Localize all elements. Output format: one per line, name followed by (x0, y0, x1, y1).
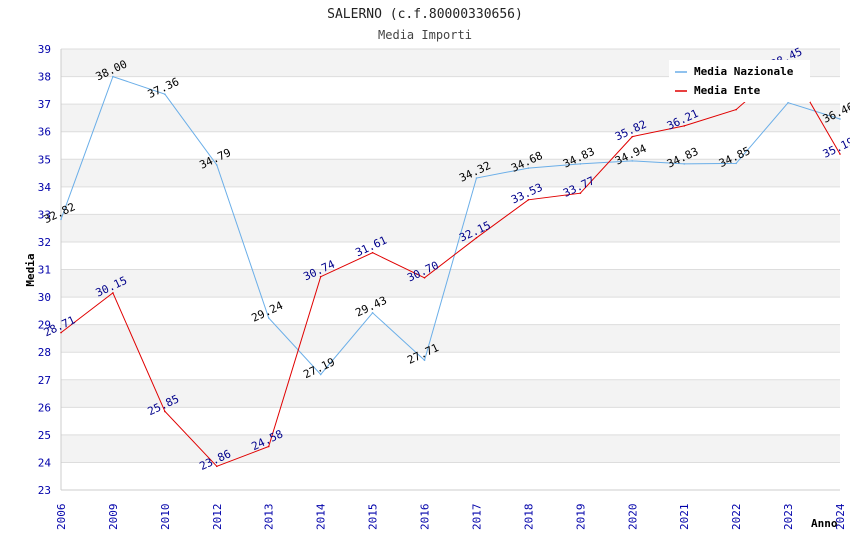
background-band (61, 104, 840, 132)
y-tick-label: 26 (38, 401, 51, 414)
x-tick-label: 2019 (574, 504, 587, 531)
data-point (839, 153, 841, 155)
series-line-media-nazionale (60, 75, 841, 376)
y-tick-label: 27 (38, 374, 51, 387)
background-band (61, 379, 840, 408)
y-tick-label: 37 (38, 98, 51, 111)
data-point (319, 373, 322, 376)
data-point (112, 292, 114, 294)
y-tick-label: 35 (38, 153, 51, 166)
background-band (61, 214, 840, 242)
y-tick-label: 33 (38, 208, 51, 221)
series-line-media-ente (60, 63, 841, 467)
background-bands (61, 49, 840, 490)
y-tick-label: 36 (38, 126, 51, 139)
data-point (787, 101, 789, 104)
y-tick-label: 31 (38, 264, 51, 277)
x-tick-label: 2016 (419, 504, 432, 531)
data-point (631, 135, 634, 138)
data-point (216, 164, 218, 166)
background-band (61, 407, 840, 435)
gridlines (60, 48, 840, 491)
y-tick-label: 28 (38, 346, 51, 359)
data-point (267, 445, 270, 448)
y-tick-label: 29 (38, 319, 51, 332)
x-tick-label: 2022 (730, 504, 743, 531)
data-point (735, 162, 737, 165)
legend-label-media-ente: Media Ente (694, 84, 761, 97)
background-band (61, 352, 840, 380)
data-point (60, 218, 62, 221)
data-point (267, 317, 270, 319)
y-tick-label: 24 (38, 456, 52, 469)
x-tick-label: 2015 (367, 504, 380, 531)
legend: Media Nazionale Media Ente (669, 60, 810, 102)
background-band (61, 297, 840, 325)
data-point (683, 163, 685, 165)
data-point (527, 198, 530, 201)
data-point (579, 163, 582, 165)
y-axis-label: Media (24, 253, 37, 286)
series-lines (60, 63, 841, 468)
x-axis-label: Anno (811, 517, 838, 530)
y-tick-label: 39 (38, 43, 51, 56)
x-tick-label: 2017 (470, 504, 483, 531)
y-tick-label: 32 (38, 236, 51, 249)
x-tick-label: 2020 (626, 504, 639, 531)
data-point (371, 311, 374, 314)
data-point (839, 118, 841, 120)
x-tick-label: 2006 (55, 504, 68, 531)
x-tick-label: 2023 (782, 504, 795, 531)
background-band (61, 131, 840, 160)
chart-subtitle: Media Importi (378, 28, 472, 42)
data-point (475, 177, 478, 179)
background-band (61, 324, 840, 353)
x-axis-ticks: 2006 2009 2010 2012 2013 2014 2015 2016 2017 2018… (55, 503, 847, 530)
data-point (423, 359, 426, 361)
chart-title: SALERNO (c.f.80000330656) (327, 7, 523, 22)
background-band (61, 434, 840, 463)
legend-label-media-nazionale: Media Nazionale (694, 65, 794, 78)
data-point (683, 125, 685, 127)
data-point (371, 251, 374, 254)
y-tick-label: 30 (38, 291, 51, 304)
data-point (216, 465, 218, 468)
background-band (61, 186, 840, 215)
x-tick-label: 2018 (522, 504, 535, 531)
data-point (112, 75, 114, 78)
data-point (423, 276, 426, 279)
x-tick-label: 2012 (211, 504, 224, 531)
y-axis-ticks: 23 24 25 26 27 28 29 30 31 32 33 34 35 36 37 38 39 (38, 43, 52, 497)
data-point (527, 167, 530, 169)
y-tick-label: 34 (38, 181, 52, 194)
data-point (319, 275, 322, 278)
x-tick-label: 2024 (834, 503, 847, 530)
data-point (164, 93, 166, 96)
data-point (735, 108, 737, 111)
data-point (475, 237, 478, 239)
x-tick-label: 2021 (678, 504, 691, 531)
background-band (61, 269, 840, 298)
x-tick-label: 2009 (107, 504, 120, 531)
y-tick-label: 38 (38, 71, 51, 84)
x-tick-label: 2014 (315, 503, 328, 530)
data-point (631, 160, 634, 162)
y-tick-label: 23 (38, 484, 51, 497)
data-point (579, 192, 582, 194)
data-point (60, 331, 62, 334)
x-tick-label: 2010 (159, 504, 172, 531)
y-tick-label: 25 (38, 429, 51, 442)
background-band (61, 462, 840, 490)
data-point (164, 410, 166, 413)
background-band (61, 241, 840, 270)
legend-background (669, 60, 810, 102)
x-tick-label: 2013 (263, 504, 276, 531)
